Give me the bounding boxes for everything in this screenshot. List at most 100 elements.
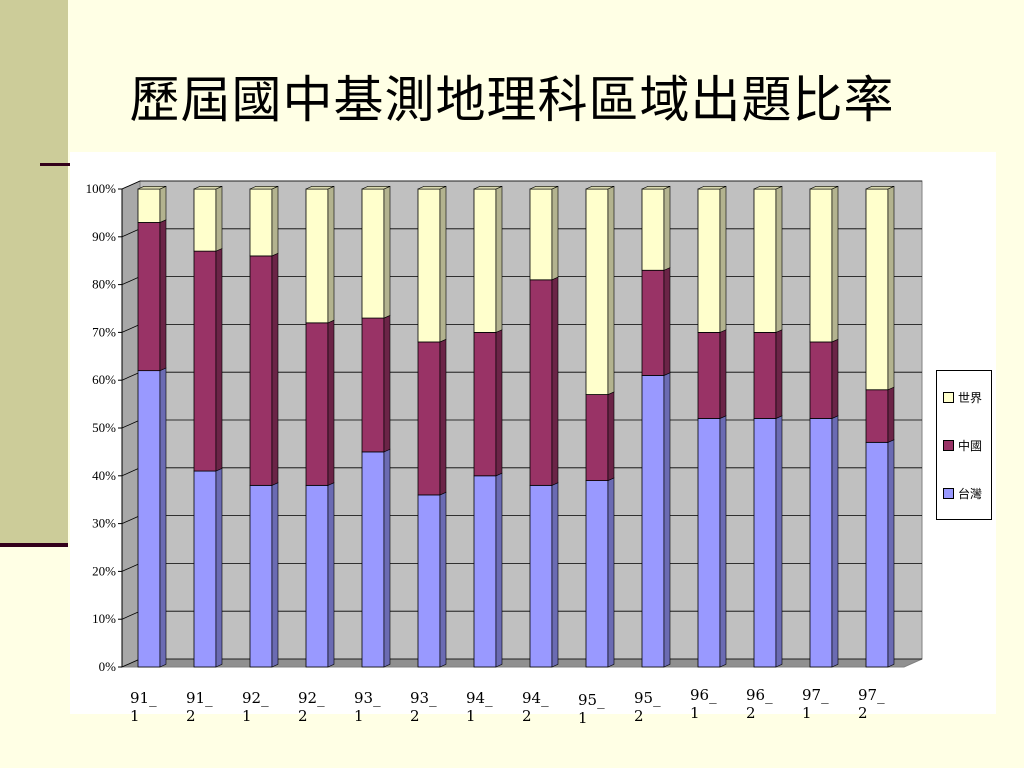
bar-segment — [417, 188, 441, 343]
stacked-bar-chart: 0% 10% 20% 30% 40% 50% 60% 70% 80% 90% 100% — [86, 180, 923, 674]
bar-segment-side — [383, 314, 391, 453]
x-tick-label: 95_ 2 — [634, 689, 661, 725]
legend-label: 中國 — [958, 438, 983, 453]
bar-segment-side — [215, 248, 223, 472]
bar-segment-side — [495, 472, 503, 668]
legend-item: 台灣 — [943, 485, 982, 501]
bar-top — [809, 186, 839, 190]
x-tick-label: 94_ 1 — [466, 689, 493, 725]
bar-segment — [865, 389, 889, 443]
bar-segment-side — [159, 367, 167, 668]
y-tick-label: 50% — [92, 420, 116, 435]
gridline-side — [121, 371, 141, 381]
bar-segment — [809, 188, 833, 343]
bar-top — [697, 186, 727, 190]
bar-segment-side — [607, 391, 615, 482]
bar-segment — [473, 331, 497, 477]
bar-segment — [697, 418, 721, 668]
bar-segment — [361, 188, 385, 319]
bar-segment — [305, 188, 329, 324]
chart-legend: 世界 中國 台灣 — [936, 370, 992, 520]
bar-segment — [641, 375, 665, 668]
bar-segment-side — [383, 448, 391, 668]
legend-swatch — [943, 391, 954, 403]
bar-segment-side — [887, 439, 895, 668]
bar-segment — [473, 475, 497, 668]
bar-top — [753, 186, 783, 190]
gridline-side — [121, 419, 141, 429]
bar-segment-side — [663, 267, 671, 376]
bar-segment-side — [439, 491, 447, 668]
bar-segment-side — [495, 185, 503, 333]
bar-segment-side — [327, 482, 335, 668]
bar-segment — [529, 188, 553, 281]
legend-label: 台灣 — [958, 486, 983, 501]
gridline-side — [121, 658, 141, 668]
x-tick-label: 91_ 1 — [130, 689, 157, 725]
bar-segment-side — [271, 482, 279, 668]
bar-segment-side — [607, 185, 615, 396]
y-tick-label: 100% — [86, 181, 117, 196]
bar-segment — [585, 480, 609, 668]
gridline-side — [121, 276, 141, 285]
bar-segment — [361, 451, 385, 668]
bar-segment — [753, 418, 777, 668]
y-tick-label: 60% — [92, 372, 116, 387]
bar-segment — [473, 188, 497, 333]
bar-segment-side — [439, 185, 447, 343]
bar-segment-side — [831, 338, 839, 419]
bar-segment-side — [551, 276, 559, 486]
x-tick-label: 96_ 1 — [690, 686, 717, 722]
bar-segment-side — [719, 329, 727, 419]
bar-top — [249, 186, 279, 190]
bar-segment — [585, 188, 609, 395]
y-tick-label: 90% — [92, 229, 116, 244]
bar-segment-side — [887, 185, 895, 391]
bar-segment — [249, 484, 273, 668]
bar-top — [529, 186, 559, 190]
bar-segment — [697, 331, 721, 419]
bar-segment-side — [215, 185, 223, 252]
bar-segment-side — [775, 415, 783, 668]
accent-divider — [0, 543, 68, 547]
bar-segment-side — [439, 338, 447, 496]
bar-segment-side — [495, 329, 503, 477]
bar-segment — [641, 188, 665, 271]
bar-top — [473, 186, 503, 190]
bar-segment-side — [327, 319, 335, 486]
bar-segment — [361, 317, 385, 453]
gridline-side — [121, 180, 141, 190]
bar-top — [641, 186, 671, 190]
bar-segment — [305, 484, 329, 668]
bar-segment — [753, 331, 777, 419]
legend-label: 世界 — [958, 390, 983, 405]
chart-area: 0% 10% 20% 30% 40% 50% 60% 70% 80% 90% 100% — [70, 152, 996, 714]
x-tick-label: 91_ 2 — [186, 689, 213, 725]
legend-item: 中國 — [943, 437, 982, 453]
x-tick-label: 93_ 2 — [410, 689, 437, 725]
bar-segment — [417, 494, 441, 668]
legend-swatch — [943, 487, 954, 499]
bar-segment — [193, 188, 217, 252]
bar-segment — [137, 188, 161, 223]
x-tick-label: 97_ 1 — [802, 686, 829, 722]
slide-title: 歷屆國中基測地理科區域出題比率 — [129, 71, 895, 129]
bar-top — [865, 186, 895, 190]
bar-segment-side — [719, 185, 727, 333]
bar-top — [193, 186, 223, 190]
x-tick-label: 93_ 1 — [354, 689, 381, 725]
gridline-side — [121, 515, 141, 524]
bar-segment — [697, 188, 721, 333]
gridline-side — [121, 228, 141, 238]
bar-segment — [809, 418, 833, 668]
bar-segment — [753, 188, 777, 333]
bar-segment-side — [775, 329, 783, 419]
x-tick-label: 95_ 1 — [578, 691, 605, 727]
bar-segment-side — [551, 185, 559, 281]
bar-segment-side — [159, 219, 167, 372]
bar-top — [585, 186, 615, 190]
bar-segment-side — [831, 185, 839, 343]
bar-top — [417, 186, 447, 190]
bar-segment — [585, 394, 609, 481]
x-tick-label: 94_ 2 — [522, 689, 549, 725]
